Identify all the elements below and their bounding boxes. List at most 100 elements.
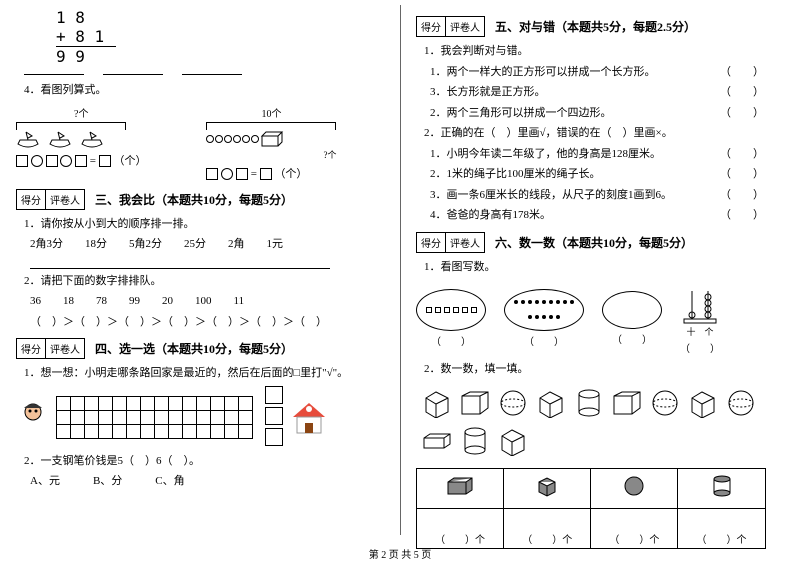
score-label: 得分 (417, 233, 446, 252)
cuboid-icon (446, 476, 474, 496)
answer-line (30, 257, 330, 269)
bracket-1 (16, 122, 126, 130)
score-label: 得分 (17, 339, 46, 358)
column-divider (400, 5, 401, 535)
section-6-title: 六、数一数（本题共10分，每题5分） (495, 234, 693, 251)
choice-box[interactable] (265, 428, 283, 446)
picture-row: ?个 = （个） 10个 ?个 (16, 105, 384, 181)
boat-icon (16, 130, 40, 148)
oval-label: （ ） (504, 333, 584, 348)
s3-q1-items: 2角3分 18分 5角2分 25分 2角 1元 (30, 236, 384, 253)
table-cell-cube (504, 468, 591, 508)
shapes-collection (416, 382, 784, 462)
section-3-title: 三、我会比（本题共10分，每题5分） (95, 191, 293, 208)
grader-label: 评卷人 (46, 190, 84, 209)
score-box: 得分 评卷人 (416, 232, 485, 253)
s5-q2-1: 1．小明今年读二年级了，他的身高是128厘米。（ ） (430, 146, 784, 163)
s3-q1: 1．请你按从小到大的顺序排一排。 (24, 216, 384, 233)
oval-squares (416, 289, 486, 331)
table-cell-cuboid (417, 468, 504, 508)
boat-icon (80, 130, 104, 148)
grader-label: 评卷人 (446, 233, 484, 252)
formula-2: = （个） (206, 165, 336, 181)
s5-q2-2: 2．1米的绳子比100厘米的绳子长。（ ） (430, 166, 784, 183)
sphere-icon (650, 388, 680, 418)
blank-line (103, 74, 163, 75)
section-5-title: 五、对与错（本题共5分，每题2.5分） (495, 18, 696, 35)
house-icon (289, 399, 329, 435)
cylinder-icon (574, 388, 604, 418)
cube-icon (536, 475, 558, 497)
unit-1: （个） (113, 155, 146, 167)
cylinder-icon (712, 475, 732, 497)
oval-empty (602, 291, 662, 329)
grader-label: 评卷人 (446, 17, 484, 36)
grader-label: 评卷人 (46, 339, 84, 358)
formula-1: = （个） (16, 152, 146, 168)
ovals-row: （ ） （ ） （ ） 十 个 （ ） (416, 281, 784, 355)
pic-block-boats: ?个 = （个） (16, 105, 146, 181)
oval-group-1: （ ） (416, 289, 486, 348)
box-icon (260, 130, 284, 148)
s5-q2-3: 3．画一条6厘米长的线段，从尺子的刻度1画到6。（ ） (430, 187, 784, 204)
s5-q2: 2．正确的在（ ）里画√，错误的在（ ）里画×。 (424, 125, 784, 142)
choice-box[interactable] (265, 386, 283, 404)
sum: 9 9 (56, 47, 384, 66)
unit-2: （个） (274, 168, 307, 180)
cube-icon (422, 388, 452, 418)
s4-q2-opts: A、元 B、分 C、角 (30, 473, 384, 490)
cube-icon (498, 426, 528, 456)
cube-icon (536, 388, 566, 418)
sub-label: ?个 (206, 148, 336, 161)
choice-boxes (259, 386, 283, 449)
section-5-header: 得分 评卷人 五、对与错（本题共5分，每题2.5分） (416, 16, 784, 37)
sphere-icon (498, 388, 528, 418)
circles-row (206, 130, 336, 148)
s6-q1: 1．看图写数。 (424, 259, 784, 276)
section-4-title: 四、选一选（本题共10分，每题5分） (95, 340, 293, 357)
oval-dots (504, 289, 584, 331)
q4-label: 4．看图列算式。 (24, 82, 384, 99)
score-label: 得分 (417, 17, 446, 36)
addend-1: 1 8 (56, 8, 384, 27)
s5-q2-4: 4．爸爸的身高有178米。（ ） (430, 207, 784, 224)
cuboid-icon (612, 388, 642, 418)
blank-line (182, 74, 242, 75)
section-3-header: 得分 评卷人 三、我会比（本题共10分，每题5分） (16, 189, 384, 210)
section-4-header: 得分 评卷人 四、选一选（本题共10分，每题5分） (16, 338, 384, 359)
sphere-icon (726, 388, 756, 418)
score-box: 得分 评卷人 (16, 189, 85, 210)
abacus-icon (680, 281, 720, 325)
bracket-label-2: 10个 (206, 105, 336, 120)
pic-block-circles: 10个 ?个 = （个） (206, 105, 336, 181)
cube-icon (688, 388, 718, 418)
s3-q2-slots: （ ）＞（ ）＞（ ）＞（ ）＞（ ）＞（ ）＞（ ） (30, 314, 384, 331)
boats-row (16, 130, 146, 148)
s3-q2-nums: 36 18 78 99 20 100 11 (30, 293, 384, 310)
table-cell-sphere (591, 468, 678, 508)
sphere-icon (623, 475, 645, 497)
s5-q1-3: 3．长方形就是正方形。（ ） (430, 84, 784, 101)
oval-group-3: （ ） (602, 291, 662, 346)
count-table: （ ）个 （ ）个 （ ）个 （ ）个 (416, 468, 766, 549)
s4-q2: 2．一支钢笔价钱是5（ ）6（ ）。 (24, 453, 384, 470)
score-box: 得分 评卷人 (16, 338, 85, 359)
boat-icon (48, 130, 72, 148)
s6-q2: 2．数一数，填一填。 (424, 361, 784, 378)
path-diagram (16, 386, 384, 449)
choice-box[interactable] (265, 407, 283, 425)
count-cell: （ ）个 (417, 508, 504, 548)
right-column: 得分 评卷人 五、对与错（本题共5分，每题2.5分） 1．我会判断对与错。 1．… (400, 0, 800, 540)
s5-q1: 1．我会判断对与错。 (424, 43, 784, 60)
count-cell: （ ）个 (678, 508, 765, 548)
score-label: 得分 (17, 190, 46, 209)
page-footer: 第 2 页 共 5 页 (0, 546, 800, 561)
addition-problem: 1 8 + 8 1 9 9 (56, 8, 384, 66)
s3-q2: 2．请把下面的数字排排队。 (24, 273, 384, 290)
tower-abacus: 十 个 （ ） (680, 281, 720, 355)
s5-q1-2: 2．两个三角形可以拼成一个四边形。（ ） (430, 105, 784, 122)
s4-q1: 1．想一想：小明走哪条路回家是最近的，然后在后面的□里打"√"。 (24, 365, 384, 382)
section-6-header: 得分 评卷人 六、数一数（本题共10分，每题5分） (416, 232, 784, 253)
cuboid-icon (460, 388, 490, 418)
s5-q1-1: 1．两个一样大的正方形可以拼成一个长方形。（ ） (430, 64, 784, 81)
